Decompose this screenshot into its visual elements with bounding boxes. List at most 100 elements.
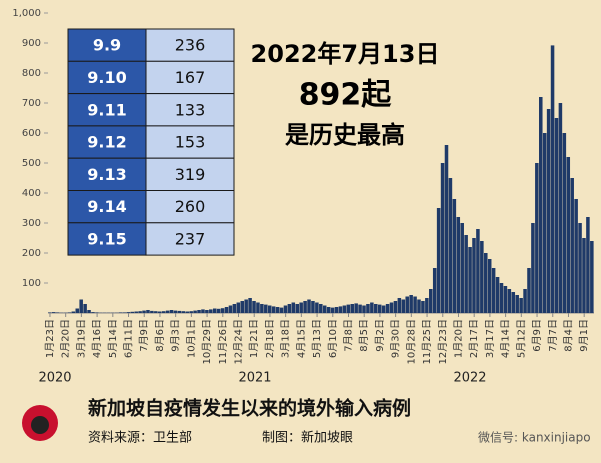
- bar: [586, 217, 590, 313]
- bar: [240, 301, 245, 313]
- bar: [413, 296, 417, 313]
- bar: [118, 312, 123, 313]
- table-cell: [145, 222, 235, 256]
- x-tick-label: 2月20日: [60, 319, 72, 358]
- bar: [146, 310, 150, 313]
- bar: [507, 289, 512, 313]
- x-tick-label: 9月3日: [170, 319, 182, 352]
- bar: [385, 304, 390, 313]
- bar: [535, 163, 539, 313]
- annotation: 2022年7月13日: [251, 40, 440, 68]
- table-date: 9.14: [87, 197, 126, 216]
- bar: [154, 311, 158, 313]
- bar: [381, 305, 386, 313]
- x-tick-label: 12月24日: [233, 319, 245, 364]
- x-tick-label: 1月20日: [452, 319, 464, 358]
- bar: [91, 312, 95, 313]
- x-tick-label: 6月11日: [123, 319, 135, 358]
- bar: [354, 303, 358, 313]
- bar: [169, 310, 174, 313]
- table-date: 9.13: [87, 165, 126, 184]
- x-tick-label: 7月8日: [342, 319, 354, 352]
- table-value: 237: [175, 229, 206, 248]
- x-tick-label: 3月17日: [484, 319, 496, 358]
- bar: [346, 304, 351, 313]
- bar: [75, 308, 80, 313]
- table-cell: [67, 125, 147, 159]
- bar: [484, 253, 488, 313]
- bar: [173, 310, 178, 313]
- table-value: 167: [175, 68, 206, 87]
- bar: [205, 310, 209, 313]
- bar: [181, 311, 186, 313]
- watermark: 微信号: kanxinjiapo: [478, 431, 591, 445]
- bar: [566, 157, 571, 313]
- x-tick-label: 5月14日: [107, 319, 119, 358]
- logo-eye: [31, 416, 49, 434]
- y-tick-label: 200: [22, 248, 41, 259]
- bar: [389, 302, 394, 313]
- bar: [224, 307, 229, 313]
- bar: [472, 238, 476, 313]
- bar: [79, 299, 83, 313]
- bar: [260, 304, 264, 313]
- bar: [523, 289, 527, 313]
- bar: [157, 311, 162, 313]
- bar: [432, 268, 437, 313]
- bar: [307, 299, 311, 313]
- y-tick-label: 1,000: [12, 8, 41, 19]
- bar: [511, 292, 516, 313]
- y-tick-label: 900: [22, 38, 41, 49]
- bar: [67, 312, 72, 313]
- bar: [401, 299, 406, 313]
- bar: [590, 241, 594, 313]
- annotation: 892起: [299, 78, 393, 113]
- bar: [95, 312, 99, 313]
- bar: [405, 296, 409, 313]
- x-tick-label: 8月4日: [562, 319, 574, 352]
- maker: 制图：新加坡眼: [262, 430, 353, 446]
- bar: [142, 310, 146, 313]
- bar: [279, 307, 284, 313]
- bar: [531, 223, 535, 313]
- x-tick-label: 3月19日: [75, 319, 87, 358]
- bar: [546, 109, 551, 313]
- y-tick-label: 500: [22, 158, 41, 169]
- bar: [319, 304, 323, 313]
- bar: [330, 307, 335, 313]
- bar: [322, 305, 327, 313]
- bar: [236, 302, 241, 313]
- bar: [228, 305, 233, 313]
- bar: [464, 235, 468, 313]
- x-tick-label: 7月9日: [138, 319, 150, 352]
- bar: [527, 268, 531, 313]
- bar: [491, 268, 496, 313]
- bar: [291, 302, 296, 313]
- table-cell: [67, 93, 147, 127]
- bar: [436, 208, 441, 313]
- table-value: 260: [175, 197, 206, 216]
- x-tick-label: 1月23日: [44, 319, 56, 358]
- year-label: 2021: [238, 371, 271, 386]
- bar: [377, 304, 382, 313]
- bar: [440, 163, 445, 313]
- table-cell: [67, 28, 147, 62]
- x-tick-label: 3月18日: [280, 319, 292, 358]
- bar: [366, 304, 370, 313]
- bar: [126, 312, 131, 313]
- bar: [216, 308, 221, 313]
- table-cell: [145, 157, 235, 191]
- x-tick-label: 4月16日: [91, 319, 103, 358]
- bar: [542, 133, 547, 313]
- table-date: 9.11: [87, 100, 126, 119]
- footer-title: 新加坡自疫情发生以来的境外输入病例: [88, 397, 411, 420]
- bar: [570, 178, 574, 313]
- bar: [370, 302, 374, 313]
- table-cell: [145, 125, 235, 159]
- source: 资料来源：卫生部: [88, 431, 192, 446]
- bar: [582, 238, 586, 313]
- x-tick-label: 9月30日: [390, 319, 402, 358]
- bar: [177, 310, 182, 313]
- bar: [421, 301, 425, 313]
- bar: [275, 307, 280, 313]
